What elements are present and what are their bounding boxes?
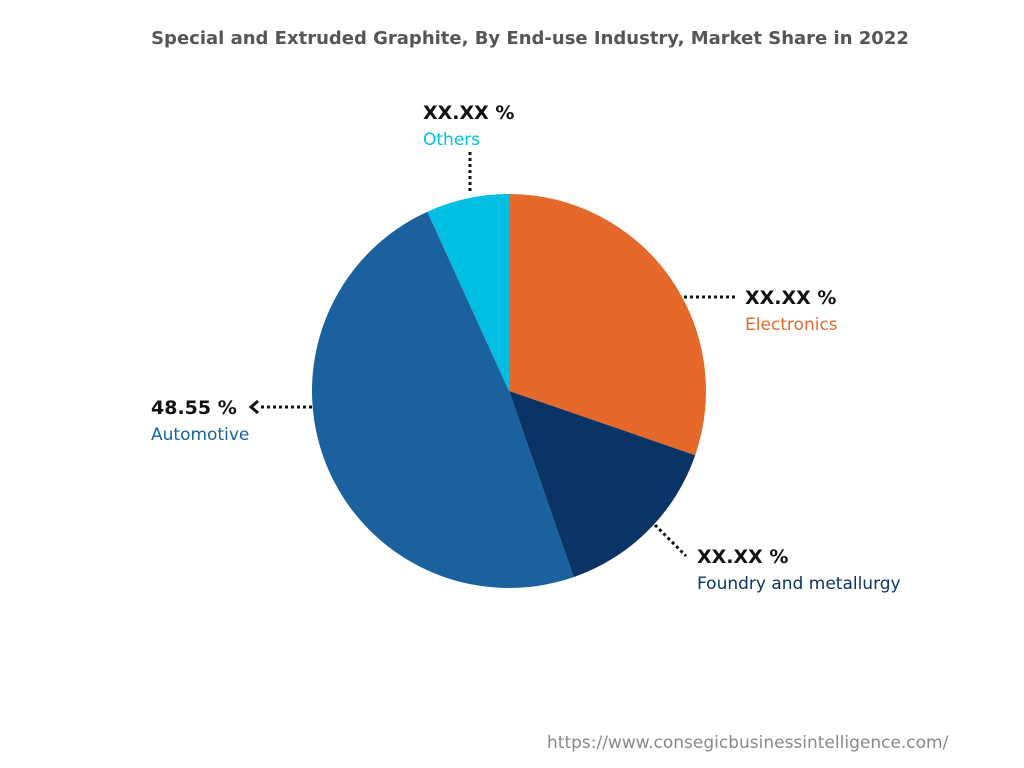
value-foundry: XX.XX %: [697, 546, 789, 568]
label-electronics: XX.XX % Electronics: [745, 289, 838, 334]
name-others: Others: [423, 130, 481, 150]
chart-title: Special and Extruded Graphite, By End-us…: [151, 28, 909, 49]
slice-others: [427, 194, 509, 391]
leader-foundry: [653, 523, 688, 558]
value-others: XX.XX %: [423, 102, 515, 124]
label-foundry: XX.XX % Foundry and metallurgy: [697, 548, 901, 593]
slice-electronics: [509, 194, 706, 456]
name-foundry: Foundry and metallurgy: [697, 574, 901, 594]
name-electronics: Electronics: [745, 315, 838, 335]
slice-foundry-and-metallurgy: [509, 391, 696, 578]
label-others: XX.XX % Others: [423, 104, 514, 149]
value-electronics: XX.XX %: [745, 287, 837, 309]
label-automotive: 48.55 % Automotive: [151, 399, 249, 444]
source-url[interactable]: https://www.consegicbusinessintelligence…: [547, 733, 949, 753]
slice-automotive: [311, 211, 574, 589]
arrowhead-automotive: [248, 399, 259, 415]
name-automotive: Automotive: [151, 425, 250, 445]
value-automotive: 48.55 %: [151, 397, 237, 419]
